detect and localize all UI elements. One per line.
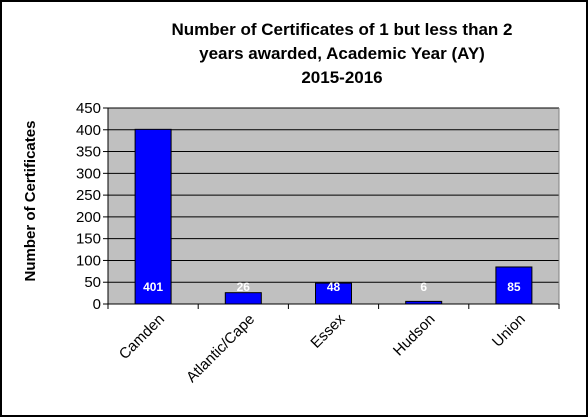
x-tick-label: Union [489,311,529,351]
plot-area: 0 50 100 150 200 250 300 350 400 450 401 Camden 26 At… [76,100,560,386]
bar [224,292,262,305]
x-tick-label: Atlantic/Cape [183,311,258,386]
data-label: 85 [507,280,521,294]
chart-title-line-1: Number of Certificates of 1 but less tha… [171,20,512,39]
y-tick-label: 0 [93,296,101,313]
x-tick-label: Essex [307,310,348,351]
x-tick-label: Hudson [390,311,439,360]
chart-title: Number of Certificates of 1 but less tha… [171,20,512,87]
y-tick-label: 50 [84,274,101,291]
bar [495,266,533,305]
y-tick-label: 350 [76,144,101,161]
y-tick-label: 250 [76,187,101,204]
y-tick-label: 400 [76,122,101,139]
data-label: 26 [237,280,251,294]
plot-background [108,108,559,304]
data-label: 48 [327,280,341,294]
bar [134,128,172,305]
y-tick-label: 200 [76,209,101,226]
data-label: 401 [143,280,163,294]
y-axis-label: Number of Certificates [22,121,39,282]
chart-title-line-2: years awarded, Academic Year (AY) [199,44,485,63]
y-tick-label: 150 [76,231,101,248]
y-tick-label: 450 [76,100,101,117]
y-tick-label: 100 [76,252,101,269]
chart-title-line-3: 2015-2016 [301,68,382,87]
x-tick-label: Camden [116,311,168,363]
y-tick-label: 300 [76,165,101,182]
data-label: 6 [420,280,427,294]
